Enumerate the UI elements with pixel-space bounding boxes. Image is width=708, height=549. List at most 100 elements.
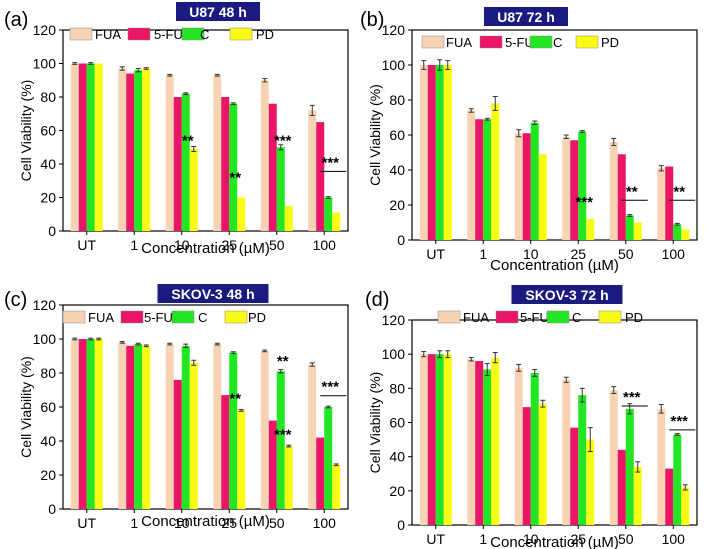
legend-label-fua: FUA	[95, 27, 121, 42]
bar-pd-UT	[94, 339, 103, 509]
bar-fua-100	[657, 408, 666, 525]
bar-fua-25	[213, 75, 222, 231]
bar-fua-10	[514, 367, 523, 525]
bar-c-UT	[86, 339, 95, 509]
title-badge	[176, 2, 260, 21]
bar-fua-10	[165, 75, 174, 231]
bar-c-10	[530, 372, 539, 525]
panel-label: (a)	[4, 9, 28, 31]
bar-5-fu-UT	[78, 339, 87, 509]
bar-pd-10	[189, 148, 198, 231]
y-tick-label: 120	[33, 297, 57, 313]
bar-fua-UT	[419, 65, 428, 240]
y-tick-label: 100	[382, 57, 406, 73]
significance-marker: **	[673, 183, 685, 200]
y-tick-label: 20	[389, 197, 405, 213]
y-tick-label: 120	[382, 312, 406, 328]
bar-pd-1	[142, 68, 151, 232]
bar-c-1	[483, 369, 492, 525]
x-tick-label: UT	[77, 237, 96, 253]
legend-swatch-c	[171, 310, 195, 324]
y-tick-label: 20	[40, 467, 56, 483]
legend-label-pd: PD	[625, 310, 643, 325]
y-tick-label: 20	[40, 190, 56, 206]
bar-5-fu-UT	[427, 65, 436, 240]
bar-c-1	[134, 344, 143, 509]
significance-marker: **	[229, 391, 241, 408]
bar-5-fu-10	[522, 133, 531, 240]
legend-swatch-5-fu	[495, 310, 519, 324]
legend-label-5-fu: 5-FU	[520, 310, 549, 325]
significance-marker: ***	[321, 379, 339, 396]
legend-swatch-fua	[62, 310, 86, 324]
y-tick-label: 80	[389, 380, 405, 396]
bar-fua-10	[165, 344, 174, 509]
panel-d: 0 20 40 60 80 100 120 UT 1 10 25 50 100 *** *** Concent…	[365, 285, 698, 549]
y-tick-label: 60	[389, 127, 405, 143]
y-tick-label: 80	[389, 92, 405, 108]
bar-5-fu-1	[475, 119, 484, 240]
plot-frame	[62, 29, 349, 232]
bar-c-10	[181, 93, 190, 232]
y-tick-label: 0	[397, 232, 405, 248]
bar-fua-1	[118, 342, 127, 509]
significance-marker: ***	[274, 426, 292, 443]
title-badge	[157, 284, 269, 303]
bar-fua-25	[213, 344, 222, 509]
x-tick-label: 1	[479, 531, 487, 547]
y-tick-label: 20	[389, 483, 405, 499]
bar-5-fu-50	[268, 103, 277, 231]
x-tick-label: 25	[570, 246, 586, 262]
legend-label-c: C	[198, 310, 207, 325]
significance-marker: ***	[321, 154, 339, 171]
bar-c-100	[324, 197, 333, 231]
x-tick-label: UT	[426, 246, 445, 262]
bar-c-1	[483, 119, 492, 240]
bar-5-fu-1	[126, 345, 135, 509]
bar-fua-1	[467, 110, 476, 240]
legend-label-5-fu: 5-FU	[154, 27, 183, 42]
legend-label-c: C	[200, 27, 209, 42]
bar-pd-10	[538, 403, 547, 525]
bar-c-UT	[435, 354, 444, 525]
y-tick-label: 60	[40, 123, 56, 139]
bar-pd-10	[538, 154, 547, 240]
title-badge	[484, 7, 568, 26]
bar-fua-UT	[419, 354, 428, 525]
panel-label: (b)	[360, 9, 384, 31]
bar-5-fu-25	[221, 395, 230, 509]
bar-fua-50	[609, 390, 618, 525]
y-tick-label: 120	[33, 22, 57, 38]
bar-5-fu-10	[522, 407, 531, 525]
x-tick-label: 1	[130, 237, 138, 253]
bar-pd-UT	[94, 63, 103, 231]
bar-5-fu-10	[173, 379, 182, 509]
bar-fua-100	[308, 110, 317, 231]
legend-swatch-pd	[575, 35, 599, 49]
x-tick-label: UT	[77, 515, 96, 531]
bar-fua-50	[609, 142, 618, 240]
bar-c-50	[276, 371, 285, 509]
y-tick-label: 40	[40, 433, 56, 449]
bar-5-fu-25	[570, 427, 579, 525]
bar-pd-1	[142, 345, 151, 509]
legend-swatch-fua	[421, 35, 445, 49]
significance-marker: **	[626, 183, 638, 200]
bar-5-fu-100	[316, 437, 325, 509]
bar-pd-25	[237, 410, 246, 509]
plot-frame	[411, 29, 698, 241]
bar-pd-25	[237, 197, 246, 231]
bar-pd-25	[586, 439, 595, 525]
y-axis-label: Cell Viability (%)	[18, 80, 34, 182]
bar-c-50	[276, 147, 285, 231]
bar-c-25	[229, 352, 238, 509]
bar-fua-UT	[70, 63, 79, 231]
y-tick-label: 100	[33, 331, 57, 347]
x-tick-label: 50	[618, 531, 634, 547]
bar-pd-100	[681, 229, 690, 240]
legend-label-fua: FUA	[463, 310, 489, 325]
x-tick-label: 100	[313, 515, 337, 531]
legend-swatch-5-fu	[479, 35, 503, 49]
bar-5-fu-UT	[427, 354, 436, 525]
